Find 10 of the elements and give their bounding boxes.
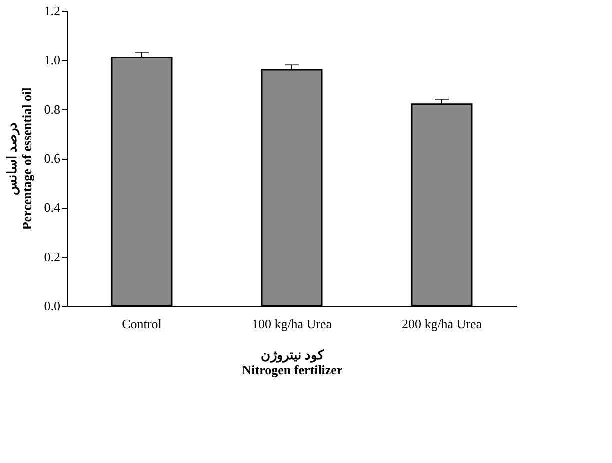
y-tick-label: 0.8 bbox=[44, 102, 60, 117]
x-tick-label: Control bbox=[122, 316, 162, 332]
x-tick-label: 200 kg/ha Urea bbox=[402, 316, 482, 332]
y-tick-label: 1.0 bbox=[44, 52, 60, 68]
y-tick-label: 0.2 bbox=[44, 249, 60, 264]
y-tick-label: 0.6 bbox=[44, 151, 61, 166]
y-tick-label: 0.0 bbox=[44, 298, 60, 314]
y-tick-label: 1.2 bbox=[44, 4, 60, 18]
y-tick-label: 0.4 bbox=[44, 200, 61, 216]
x-tick-label: 100 kg/ha Urea bbox=[252, 316, 332, 332]
